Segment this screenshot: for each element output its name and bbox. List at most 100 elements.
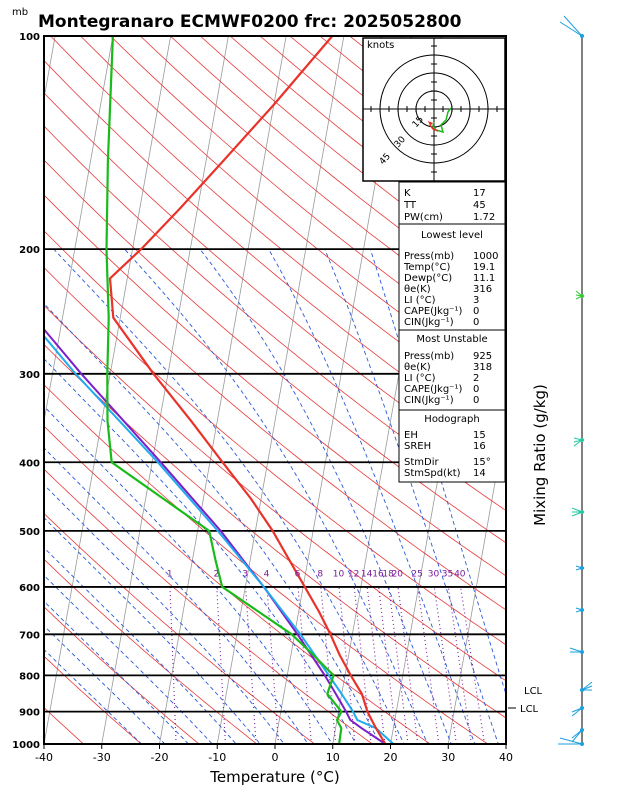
isotherm — [41, 36, 170, 759]
moist-adiabat — [0, 249, 249, 759]
hodo-stat-value: 15° — [473, 457, 491, 468]
wind-barb — [570, 648, 582, 652]
wind-barb — [560, 738, 582, 744]
lowest-stat-label: Dewp(°C) — [404, 273, 452, 284]
lowest-stat-label: LI (°C) — [404, 295, 436, 306]
hodograph-inset: knots 15 30 45 — [363, 38, 505, 181]
pressure-tick-label: 200 — [19, 245, 40, 256]
mixing-ratio-label: 35 — [442, 570, 453, 580]
mixing-ratio-label: 20 — [392, 570, 404, 580]
pressure-tick-label: 800 — [19, 671, 40, 682]
mixing-ratio-label: 2 — [214, 570, 220, 580]
lowest-stat-value: 19.1 — [473, 262, 495, 273]
lowest-level-title: Lowest level — [421, 230, 483, 241]
dry-adiabat — [0, 36, 159, 759]
moist-adiabat — [0, 249, 272, 759]
mu-stat-label: θe(K) — [404, 362, 431, 373]
chart-title: Montegranaro ECMWF0200 frc: 2025052800 — [38, 12, 462, 32]
lowest-stat-value: 3 — [473, 295, 479, 306]
moist-adiabat — [0, 249, 319, 759]
mixing-ratio-axis-title: Mixing Ratio (g/kg) — [531, 384, 549, 526]
wind-barb — [572, 512, 582, 516]
dry-adiabat — [0, 36, 100, 759]
virtual-temperature-profile — [0, 36, 393, 744]
isotherm — [99, 36, 228, 759]
x-axis-title: Temperature (°C) — [209, 768, 339, 786]
temperature-tick-label: 40 — [499, 751, 513, 764]
mu-stat-value: 0 — [473, 395, 479, 406]
mu-stat-label: LI (°C) — [404, 373, 436, 384]
pressure-unit-label: mb — [12, 7, 28, 18]
temperature-tick-label: 20 — [384, 751, 398, 764]
lowest-stat-label: Press(mb) — [404, 251, 454, 262]
wind-barb — [572, 708, 582, 716]
lowest-stat-label: CIN(Jkg⁻¹) — [404, 317, 454, 328]
hodo-stat-label: SREH — [404, 441, 431, 452]
mixing-ratio-label: 8 — [317, 570, 323, 580]
stat-tt-label: TT — [403, 200, 417, 211]
mixing-ratio-line — [461, 587, 485, 744]
mu-stat-value: 2 — [473, 373, 479, 384]
stat-pw-value: 1.72 — [473, 212, 495, 223]
lowest-stat-value: 11.1 — [473, 273, 495, 284]
pressure-tick-label: 700 — [19, 630, 40, 641]
stat-k-value: 17 — [473, 188, 486, 199]
temperature-tick-label: 10 — [326, 751, 340, 764]
hodograph-stats-title: Hodograph — [424, 414, 479, 425]
temperature-tick-label: -10 — [208, 751, 226, 764]
wind-barb — [572, 508, 582, 512]
pressure-tick-label: 500 — [19, 527, 40, 538]
hodo-stat-value: 16 — [473, 441, 486, 452]
hodo-stat-label: EH — [404, 430, 418, 441]
mu-stat-value: 0 — [473, 384, 479, 395]
lowest-stat-label: CAPE(Jkg⁻¹) — [404, 306, 462, 317]
lowest-stat-value: 0 — [473, 306, 479, 317]
temperature-tick-label: 0 — [272, 751, 279, 764]
dry-adiabat — [21, 36, 618, 759]
mixing-ratio-label: 14 — [361, 570, 373, 580]
pressure-tick-label: 600 — [19, 583, 40, 594]
pressure-tick-label: 300 — [19, 370, 40, 381]
most-unstable-title: Most Unstable — [416, 334, 487, 345]
mixing-ratio-line — [448, 587, 471, 744]
stat-tt-value: 45 — [473, 200, 486, 211]
dry-adiabat — [0, 36, 276, 759]
hodo-stat-value: 15 — [473, 430, 486, 441]
mixing-ratio-label: 10 — [333, 570, 345, 580]
profile-lines — [0, 36, 393, 744]
mu-stat-value: 925 — [473, 351, 492, 362]
mixing-ratio-line — [298, 587, 311, 744]
isotherm — [561, 36, 618, 759]
wind-barbs — [558, 16, 592, 746]
pressure-tick-label: 900 — [19, 708, 40, 719]
isotherm — [215, 36, 344, 759]
lowest-stat-label: θe(K) — [404, 284, 431, 295]
mu-stat-value: 318 — [473, 362, 492, 373]
hodo-stat-value: 14 — [473, 468, 486, 479]
mixing-ratio-line — [246, 587, 256, 744]
mu-stat-label: Press(mb) — [404, 351, 454, 362]
hodograph-unit: knots — [367, 40, 394, 51]
mixing-ratio-label: 3 — [242, 570, 248, 580]
stat-pw-label: PW(cm) — [404, 212, 443, 223]
mixing-ratio-line — [398, 587, 418, 744]
mixing-ratio-label: 12 — [348, 570, 359, 580]
stats-panel: K 17 TT 45 PW(cm) 1.72 Lowest level Pres… — [399, 182, 505, 482]
mixing-ratio-label: 25 — [411, 570, 422, 580]
mixing-ratio-label: 40 — [454, 570, 466, 580]
lowest-stat-value: 0 — [473, 317, 479, 328]
temperature-tick-label: -20 — [151, 751, 169, 764]
stat-k-label: K — [404, 188, 411, 199]
parcel-profile — [0, 36, 385, 744]
mixing-ratio-label: 4 — [264, 570, 270, 580]
lowest-stat-label: Temp(°C) — [403, 262, 451, 273]
lowest-stat-value: 316 — [473, 284, 492, 295]
dewpoint-profile — [107, 36, 342, 744]
mu-stat-label: CAPE(Jkg⁻¹) — [404, 384, 462, 395]
isotherm — [0, 36, 55, 759]
pressure-tick-label: 400 — [19, 458, 40, 469]
